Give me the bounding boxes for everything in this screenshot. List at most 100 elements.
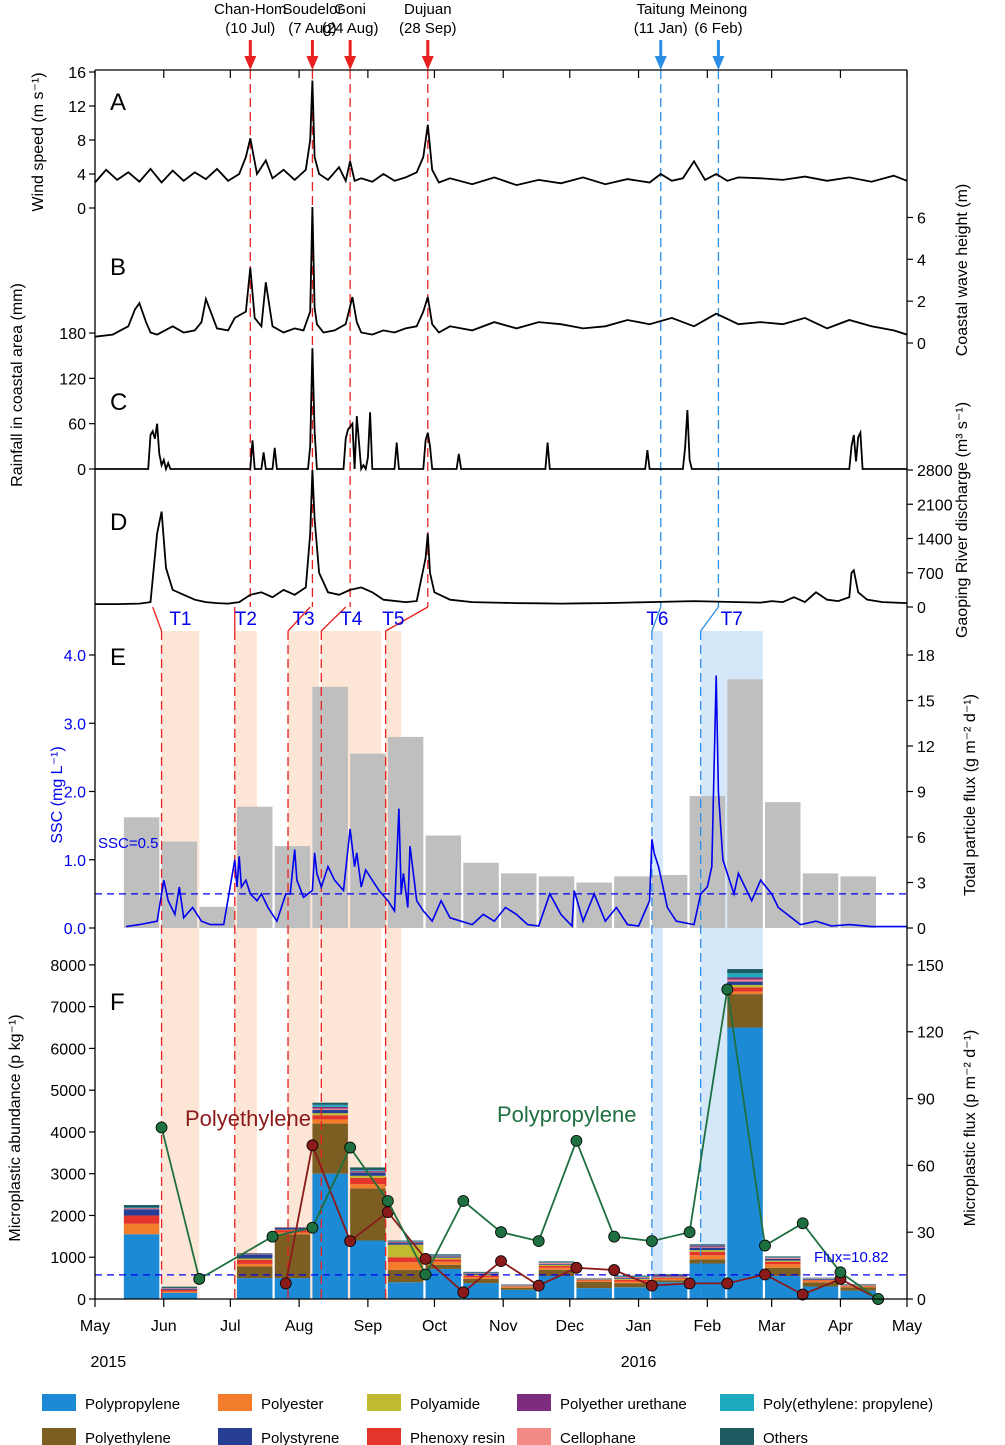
abundance-bar-segment	[463, 1271, 499, 1273]
abundance-bar-segment	[312, 1115, 348, 1120]
tick-label: 0	[917, 600, 926, 617]
period-label-t5: T5	[382, 609, 404, 630]
event-connector	[287, 606, 311, 632]
abundance-bar-segment	[802, 1286, 839, 1299]
flux-point-polypropylene	[532, 1235, 545, 1247]
abundance-bar-segment	[425, 1264, 462, 1269]
flux-point-polyethylene	[721, 1277, 734, 1290]
flux-point-polypropylene	[344, 1141, 357, 1154]
event-date: (7 Aug)	[288, 20, 336, 37]
tick-label: 3.0	[64, 716, 86, 733]
abundance-bar-segment	[651, 1282, 688, 1299]
microplastic-abundance-bars	[123, 969, 876, 1299]
panel-letter-f: F	[110, 989, 125, 1016]
abundance-bar-segment	[765, 1264, 801, 1268]
abundance-bar-segment	[765, 1260, 801, 1262]
legend-label: Polyether urethane	[560, 1396, 687, 1413]
abundance-bar-segment	[387, 1282, 424, 1299]
tick-label: 7000	[50, 1000, 86, 1017]
month-label: Sep	[354, 1318, 383, 1335]
abundance-bar-segment	[765, 1276, 801, 1299]
tick-label: 6000	[50, 1041, 86, 1058]
tick-label: 4.0	[64, 648, 86, 665]
ssc-reference-label: SSC=0.5	[98, 835, 158, 852]
abundance-bar-segment	[614, 1275, 650, 1277]
abundance-bar-segment	[123, 1209, 160, 1216]
event-arrow-icon	[654, 56, 667, 70]
flux-point-polypropylene	[419, 1268, 432, 1281]
line-series-b	[94, 206, 908, 338]
abundance-bar-segment	[727, 987, 763, 992]
ssc-axis-title: SSC (mg L⁻¹)	[49, 746, 66, 843]
flux-point-polypropylene	[759, 1239, 771, 1252]
abundance-bar-segment	[236, 1263, 273, 1267]
event-name: Soudelor	[282, 1, 342, 18]
tick-label: 6	[917, 210, 926, 227]
abundance-bar-segment	[538, 1263, 575, 1264]
panel-letter-d: D	[110, 509, 127, 536]
tick-label: 0	[77, 1292, 86, 1309]
tick-label: 700	[917, 566, 944, 583]
abundance-bar-segment	[689, 1255, 726, 1260]
month-label: May	[80, 1318, 110, 1335]
tick-label: 9	[917, 785, 926, 802]
flux-point-polyethylene	[759, 1268, 771, 1281]
line-series-a	[94, 80, 908, 187]
flux-point-polyethylene	[419, 1253, 432, 1265]
abundance-bar-segment	[425, 1259, 462, 1262]
flux-point-polypropylene	[266, 1230, 279, 1243]
event-name: Goni	[334, 1, 366, 18]
period-label-t7: T7	[721, 609, 743, 630]
panel-letter-e: E	[110, 644, 126, 671]
flux-point-polypropylene	[834, 1266, 847, 1279]
particle-flux-bar	[840, 876, 876, 928]
flux-point-polyethylene	[306, 1139, 319, 1152]
abundance-bar-segment	[236, 1258, 273, 1260]
event-connector	[385, 606, 429, 632]
abundance-bar-segment	[312, 1173, 348, 1299]
abundance-bar-segment	[765, 1258, 801, 1261]
tick-label: 30	[917, 1225, 935, 1242]
abundance-bar-segment	[350, 1175, 386, 1178]
abundance-bar-segment	[802, 1281, 839, 1283]
flux-point-polypropylene	[721, 983, 734, 996]
period-label-t4: T4	[340, 609, 363, 630]
tick-label: 2	[917, 294, 926, 311]
abundance-bar-segment	[350, 1240, 386, 1299]
tick-label: 2100	[917, 497, 953, 514]
particle-flux-bar	[123, 817, 160, 928]
abundance-bar-segment	[350, 1169, 386, 1171]
legend-swatch	[218, 1428, 252, 1445]
panel-letter-c: C	[110, 389, 127, 416]
abundance-bar-segment	[387, 1241, 424, 1243]
tick-label: 0	[77, 462, 86, 479]
month-label: Mar	[758, 1318, 786, 1335]
abundance-bar-segment	[689, 1246, 726, 1248]
period-label-t6: T6	[646, 609, 668, 630]
event-name: Meinong	[690, 1, 748, 18]
abundance-bar-segment	[765, 1258, 801, 1259]
legend-label: Phenoxy resin	[410, 1430, 505, 1445]
legend-swatch	[218, 1394, 252, 1411]
flux-point-polypropylene	[608, 1230, 621, 1243]
abundance-bar-segment	[236, 1266, 273, 1279]
tick-label: 16	[68, 65, 86, 82]
abundance-bar-segment	[123, 1205, 160, 1208]
particle-flux-bar	[538, 876, 575, 928]
abundance-bar-segment	[350, 1188, 386, 1241]
abundance-bar-segment	[727, 979, 763, 982]
abundance-bar-segment	[274, 1234, 311, 1279]
flux-point-polypropylene	[570, 1134, 583, 1147]
polyethylene-series-label: Polyethylene	[185, 1106, 311, 1131]
tick-label: 8000	[50, 958, 86, 975]
flux-point-polyethylene	[495, 1255, 507, 1268]
month-label: Aug	[285, 1318, 313, 1335]
legend-label: Poly(ethylene: propylene)	[763, 1396, 933, 1413]
legend: Polypropylene Polyester Polyamide Polyether…	[42, 1394, 933, 1445]
abundance-bar-segment	[236, 1254, 273, 1259]
abundance-bar-segment	[689, 1250, 726, 1252]
abundance-bar-segment	[765, 1267, 801, 1277]
rainfall-axis-title: Rainfall in coastal area (mm)	[9, 283, 26, 487]
abundance-bar-segment	[425, 1256, 462, 1258]
abundance-bar-segment	[840, 1290, 876, 1299]
